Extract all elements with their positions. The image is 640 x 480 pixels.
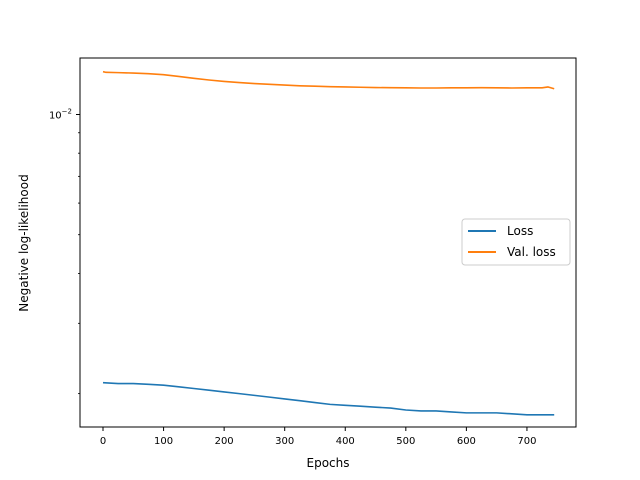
legend-label-loss: Loss <box>507 224 533 238</box>
axes-frame <box>79 57 577 428</box>
x-tick-label: 700 <box>517 436 536 447</box>
x-tick-label: 0 <box>100 436 106 447</box>
y-tick-label: 10−2 <box>49 107 72 121</box>
legend-label-val-loss: Val. loss <box>507 245 556 259</box>
x-tick-label: 500 <box>396 436 415 447</box>
x-tick-label: 300 <box>275 436 294 447</box>
x-tick-label: 600 <box>457 436 476 447</box>
x-tick-label: 400 <box>336 436 355 447</box>
x-tick-label: 200 <box>215 436 234 447</box>
x-tick-label: 100 <box>154 436 173 447</box>
series-line-loss <box>102 381 555 416</box>
series-layer <box>102 70 555 416</box>
y-axis-label: Negative log-likelihood <box>17 174 31 311</box>
legend: Loss Val. loss <box>461 218 571 266</box>
x-axis-ticks: 0 100 200 300 400 500 600 700 <box>100 427 536 447</box>
x-axis-label: Epochs <box>307 456 350 470</box>
series-line-val-loss <box>102 70 555 90</box>
